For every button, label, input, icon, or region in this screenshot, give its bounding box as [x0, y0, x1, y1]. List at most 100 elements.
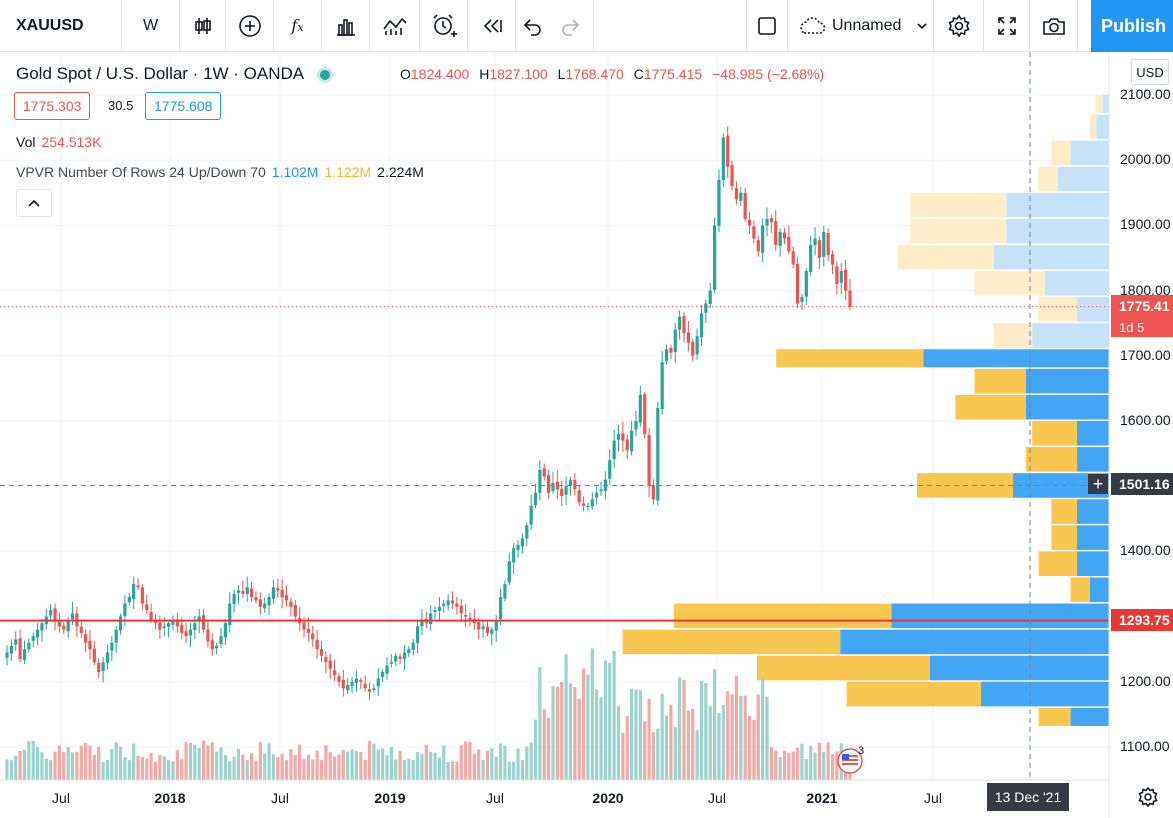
compare-button[interactable] — [226, 0, 274, 52]
interval-button[interactable]: W — [122, 0, 180, 52]
volume-bar — [284, 760, 289, 780]
sell-price-button[interactable]: 1775.303 — [14, 92, 91, 120]
volume-bar — [254, 760, 258, 780]
volume-bar — [520, 759, 525, 780]
vpvr-up-bar — [981, 681, 1109, 707]
volume-bar — [778, 757, 782, 780]
candle-body — [197, 616, 201, 622]
candle-body — [92, 648, 96, 663]
indicators-button[interactable]: fx — [274, 0, 322, 52]
volume-legend[interactable]: Vol 254.513K — [16, 134, 101, 150]
vpvr-down-bar — [993, 323, 1033, 348]
candle-body — [800, 297, 804, 302]
candle-body — [498, 597, 503, 619]
candle-body — [114, 629, 118, 643]
vpvr-up-bar — [1006, 192, 1109, 218]
candle-body — [407, 649, 411, 654]
vpvr-down-bar — [1089, 114, 1097, 140]
templates-button[interactable] — [370, 0, 420, 52]
candle-body — [306, 628, 310, 633]
candle-body — [747, 219, 752, 226]
us-flag-event-icon[interactable] — [836, 747, 864, 775]
candle-body — [284, 595, 289, 601]
volume-bar — [359, 751, 363, 780]
candle-body — [210, 640, 214, 650]
volume-bar — [647, 698, 651, 780]
volume-bars — [5, 648, 852, 780]
volume-bar — [616, 706, 621, 780]
market-open-icon — [320, 69, 331, 80]
fullscreen-button[interactable] — [984, 0, 1030, 52]
countdown-tag: 1d 5 — [1111, 317, 1173, 337]
volume-bar — [498, 743, 503, 780]
volume-bar — [184, 742, 188, 780]
candle-body — [184, 631, 188, 637]
candle-body — [717, 179, 721, 226]
volume-bar — [726, 691, 730, 780]
volume-bar — [695, 730, 699, 780]
volume-bar — [92, 754, 96, 780]
axis-settings-icon[interactable] — [1137, 786, 1159, 808]
candle-body — [590, 499, 594, 507]
volume-bar — [472, 753, 476, 780]
candle-body — [31, 636, 35, 641]
candle-body — [18, 638, 22, 659]
currency-button[interactable]: USD — [1131, 59, 1169, 85]
alert-button[interactable] — [420, 0, 468, 52]
snapshot-button[interactable] — [1030, 0, 1078, 52]
vpvr-up-value: 1.102M — [271, 164, 319, 180]
vpvr-up-bar — [993, 244, 1109, 270]
settings-button[interactable] — [934, 0, 984, 52]
candle-body — [560, 488, 564, 496]
candle-body — [442, 603, 446, 606]
candle-body — [385, 665, 389, 674]
vpvr-down-bar — [776, 349, 924, 368]
vpvr-down-bar — [622, 629, 841, 655]
buy-price-button[interactable]: 1775.608 — [145, 92, 222, 120]
candle-body — [455, 603, 459, 607]
symbol-search-button[interactable]: XAUUSD — [0, 0, 122, 52]
candle-body — [765, 218, 769, 226]
volume-bar — [394, 759, 398, 780]
volume-bar — [761, 676, 765, 780]
candle-body — [136, 585, 140, 588]
add-plus-button[interactable]: + — [1088, 474, 1108, 494]
volume-bar — [533, 719, 538, 780]
candle-body — [337, 676, 341, 682]
candle-body — [712, 225, 717, 290]
volume-bar — [53, 751, 57, 780]
candle-body — [57, 620, 62, 627]
collapse-legend-button[interactable] — [16, 189, 52, 217]
fullscreen-toggle[interactable] — [746, 0, 788, 52]
volume-bar — [765, 696, 769, 780]
volume-bar — [708, 705, 712, 780]
bar-style-button[interactable] — [180, 0, 226, 52]
candle-body — [118, 616, 123, 631]
candle-body — [669, 348, 673, 353]
symbol-title[interactable]: Gold Spot / U.S. Dollar · 1W · OANDA — [16, 64, 331, 84]
volume-bar — [280, 753, 284, 780]
candle-body — [481, 626, 485, 630]
vpvr-down-bar — [1025, 447, 1077, 472]
volume-bar — [84, 743, 88, 780]
candle-body — [686, 332, 690, 343]
volume-bar — [411, 759, 415, 780]
layout-menu-button[interactable]: Unnamed — [788, 0, 934, 52]
open-value: 1824.400 — [410, 66, 470, 82]
publish-button[interactable]: Publish — [1091, 0, 1173, 52]
replay-button[interactable] — [468, 0, 516, 52]
vpvr-up-bar — [1025, 394, 1109, 420]
volume-bar — [167, 760, 171, 780]
volume-bar — [481, 759, 485, 780]
candle-body — [459, 605, 463, 614]
redo-button[interactable] — [548, 0, 594, 52]
financials-button[interactable] — [322, 0, 370, 52]
candle-body — [140, 587, 145, 604]
candle-body — [485, 626, 490, 633]
vpvr-down-bar — [1070, 577, 1090, 603]
volume-bar — [197, 748, 201, 780]
vpvr-up-bar — [929, 655, 1109, 681]
undo-button[interactable] — [516, 0, 548, 52]
vpvr-legend[interactable]: VPVR Number Of Rows 24 Up/Down 70 1.102M 1… — [16, 164, 424, 180]
volume-bar — [826, 742, 830, 780]
